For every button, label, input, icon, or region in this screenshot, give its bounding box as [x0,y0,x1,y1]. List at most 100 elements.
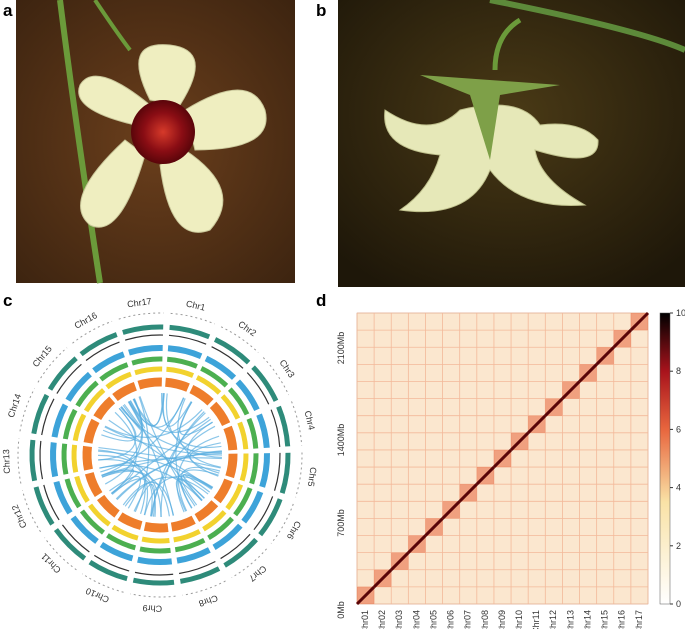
panel-label: c [3,291,12,310]
circos-track [220,394,241,420]
circos-track [249,453,259,485]
circos-track [65,371,92,402]
circos-track [17,438,22,484]
x-label: Chr14 [582,610,592,629]
density-track [132,577,175,586]
circos-track [273,452,281,491]
synteny-link [104,409,203,438]
circos-track [83,418,100,444]
circos-track [212,523,243,550]
diagonal [595,346,615,366]
circos-track [39,440,44,480]
x-label: Chr16 [617,610,627,629]
diagonal [373,568,393,588]
diagonal [527,414,547,434]
circos-track [202,510,227,532]
colorbar-tick-label: 4 [676,483,681,493]
circos-track [19,388,35,432]
circos-track [246,417,259,449]
circos-track [62,408,78,440]
x-label: Chr08 [480,610,490,629]
colorbar-tick-label: 0 [676,599,681,609]
synteny-link [98,449,146,515]
circos-track [130,593,176,598]
circos-track [225,483,244,511]
x-label: Chr12 [548,610,558,629]
panel-label: b [316,1,326,20]
circos-track [235,379,260,412]
diagonal [578,363,598,383]
synteny-link [181,474,213,506]
circos-track [85,341,120,361]
circos-track [143,521,169,533]
circos-track [53,480,73,515]
x-label: Chr05 [428,610,438,629]
synteny-link [133,483,156,517]
chromosome-label: Chr11 [39,551,63,575]
circos-track [72,413,87,442]
chromosome-label: Chr9 [142,603,162,614]
hic-heatmap: Chr01 Chr02 Chr03 Chr04 Chr05 Chr06 Chr07 Chr08… [336,311,650,629]
circos-track [166,356,198,369]
circos-track [79,509,106,535]
synteny-link [101,407,137,442]
circos-track [220,533,251,560]
circos-track [194,500,219,522]
photo-b [338,0,685,287]
circos-track [227,387,250,416]
circos-track [93,554,130,572]
circos-track [64,478,82,509]
synteny-link [111,411,138,495]
circos-track [82,445,93,471]
chromosome-label: Chr17 [127,296,153,309]
chromosome-label: Chr14 [6,392,23,418]
chromosome-label: Chr3 [277,358,296,380]
circos-track [176,547,211,564]
circos-track [83,388,106,413]
circos-track [168,334,207,345]
synteny-link [104,398,143,485]
circos-track [92,351,125,374]
circos-track [167,345,203,360]
diagonal [355,585,376,606]
density-track [279,452,291,494]
panel-label: d [316,291,326,310]
circos-track [81,573,124,593]
density-track [223,537,258,568]
circos-track [134,366,163,376]
synteny-link [109,475,142,509]
synteny-link [129,393,165,427]
circos-track [295,452,303,498]
synteny-link [132,398,210,433]
circos-track [112,382,138,402]
circos-track [88,503,111,527]
circos-track [164,377,190,392]
diagonal [629,311,650,332]
circos-track [207,516,234,541]
circos-track [170,515,196,532]
synteny-link [99,457,222,469]
circos-track [84,471,103,497]
synteny-link [123,403,203,502]
circos-track [105,371,132,390]
diagonal [612,329,632,349]
x-label: Chr17 [634,610,644,629]
diagonal [458,483,478,503]
x-label: Chr07 [463,610,473,629]
y-label: 700Mb [336,509,346,537]
y-label: 0Mb [336,601,346,619]
diagonal [509,431,530,452]
density-track [251,365,279,402]
density-track [33,486,55,526]
circos-track [50,442,59,478]
colorbar-tick-label: 2 [676,541,681,551]
chromosome-label: Chr4 [303,410,317,431]
x-label: Chr03 [394,610,404,629]
circos-track [61,524,90,553]
circos-track [137,377,162,390]
x-label: Chr11 [531,610,541,629]
density-track [122,324,164,335]
circos-track [131,356,163,366]
circos-track [195,375,222,395]
